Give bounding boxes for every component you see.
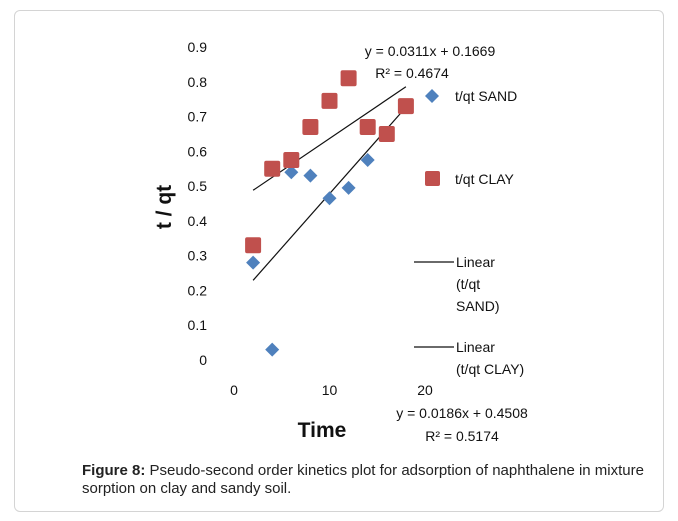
figure-caption-text: Pseudo-second order kinetics plot for ad…	[82, 462, 644, 497]
x-tick-label: 0	[230, 382, 238, 398]
clay-point	[264, 160, 281, 177]
sand-point	[322, 191, 337, 206]
x-tick-label: 20	[417, 382, 433, 398]
figure-caption: Figure 8: Pseudo-second order kinetics p…	[82, 462, 652, 498]
y-tick-label: 0.3	[188, 248, 208, 264]
clay-equation-label: y = 0.0186x + 0.4508	[396, 405, 528, 421]
figure-caption-label: Figure 8:	[82, 462, 146, 479]
sand-point	[360, 153, 375, 168]
chart-legend: t/qt SAND t/qt CLAY Linear (t/qt SAND) Linear…	[414, 88, 524, 377]
y-tick-label: 0.6	[188, 143, 208, 159]
y-tick-label: 0.9	[188, 39, 208, 55]
figure-card	[14, 10, 664, 512]
y-tick-label: 0.1	[188, 317, 208, 333]
y-axis-title: t / qt	[153, 185, 176, 229]
clay-point	[245, 237, 262, 254]
legend-clay-label: t/qt CLAY	[455, 171, 515, 187]
clay-point	[321, 92, 338, 109]
y-tick-label: 0.2	[188, 282, 208, 298]
legend-sand-marker	[425, 89, 439, 103]
sand-point	[284, 165, 299, 180]
legend-sand-label: t/qt SAND	[455, 88, 517, 104]
y-tick-label: 0	[199, 352, 207, 368]
clay-point	[378, 125, 395, 142]
x-axis-title: Time	[298, 419, 347, 442]
sand-equation-label: y = 0.0311x + 0.1669	[365, 43, 496, 59]
chart-trendlines	[252, 86, 407, 281]
legend-linear-sand-label: Linear	[456, 254, 495, 270]
sand-point	[265, 342, 280, 357]
legend-linear-clay-label: Linear	[456, 339, 495, 355]
legend-clay-marker	[425, 171, 440, 186]
y-tick-label: 0.5	[188, 178, 208, 194]
legend-linear-sand-label: (t/qt	[456, 276, 480, 292]
sand-point	[303, 168, 318, 183]
chart-ticks: 0 0.1 0.2 0.3 0.4 0.5 0.6 0.7 0.8 0.9 0 10 20	[188, 39, 433, 398]
clay-point	[340, 70, 357, 87]
clay-point	[283, 152, 300, 169]
legend-linear-sand-label: SAND)	[456, 298, 500, 314]
clay-point	[359, 118, 376, 135]
clay-point	[302, 118, 319, 135]
clay-point	[397, 98, 414, 115]
sand-point	[246, 255, 261, 270]
sand-point	[341, 180, 356, 195]
chart-points	[245, 70, 414, 357]
y-tick-label: 0.4	[188, 213, 208, 229]
clay-r2-label: R² = 0.5174	[425, 428, 499, 444]
x-tick-label: 10	[322, 382, 338, 398]
legend-linear-clay-label: (t/qt CLAY)	[456, 361, 524, 377]
y-tick-label: 0.8	[188, 74, 208, 90]
y-tick-label: 0.7	[188, 109, 208, 125]
sand-r2-label: R² = 0.4674	[375, 65, 449, 81]
